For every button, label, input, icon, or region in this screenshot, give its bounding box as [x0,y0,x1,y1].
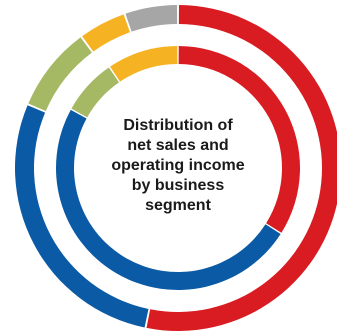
inner-ring [56,46,300,290]
title-line-5: segment [145,197,211,214]
chart-title: Distribution of net sales and operating … [88,116,268,216]
outer-ring [15,5,337,331]
inner-ring-segment-4 [110,46,178,82]
inner-ring-segment-3 [71,67,120,118]
outer-ring-segment-3 [28,37,92,111]
title-line-1: Distribution of [123,117,233,134]
outer-ring-segment-4 [82,14,130,52]
title-line-4: by business [131,177,225,194]
outer-ring-segment-5 [125,5,178,32]
title-line-2: net sales and [127,137,229,154]
title-line-3: operating income [111,157,245,174]
outer-ring-segment-2 [15,105,149,328]
inner-ring-segment-2 [56,109,281,290]
inner-ring-segment-1 [178,46,300,233]
